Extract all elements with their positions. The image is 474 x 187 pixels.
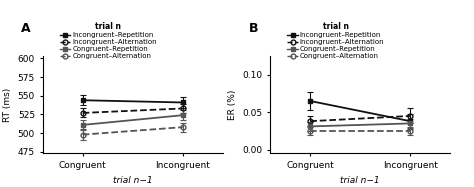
Y-axis label: RT (ms): RT (ms)	[3, 88, 12, 122]
Legend: Incongruent–Repetition, Incongruent–Alternation, Congruent–Repetition, Congruent: Incongruent–Repetition, Incongruent–Alte…	[57, 19, 160, 62]
Legend: Incongruent–Repetition, Incongruent–Alternation, Congruent–Repetition, Congruent: Incongruent–Repetition, Incongruent–Alte…	[284, 19, 387, 62]
X-axis label: trial n−1: trial n−1	[113, 176, 153, 185]
X-axis label: trial n−1: trial n−1	[340, 176, 380, 185]
Text: A: A	[21, 22, 31, 35]
Y-axis label: ER (%): ER (%)	[228, 90, 237, 120]
Text: B: B	[248, 22, 258, 35]
